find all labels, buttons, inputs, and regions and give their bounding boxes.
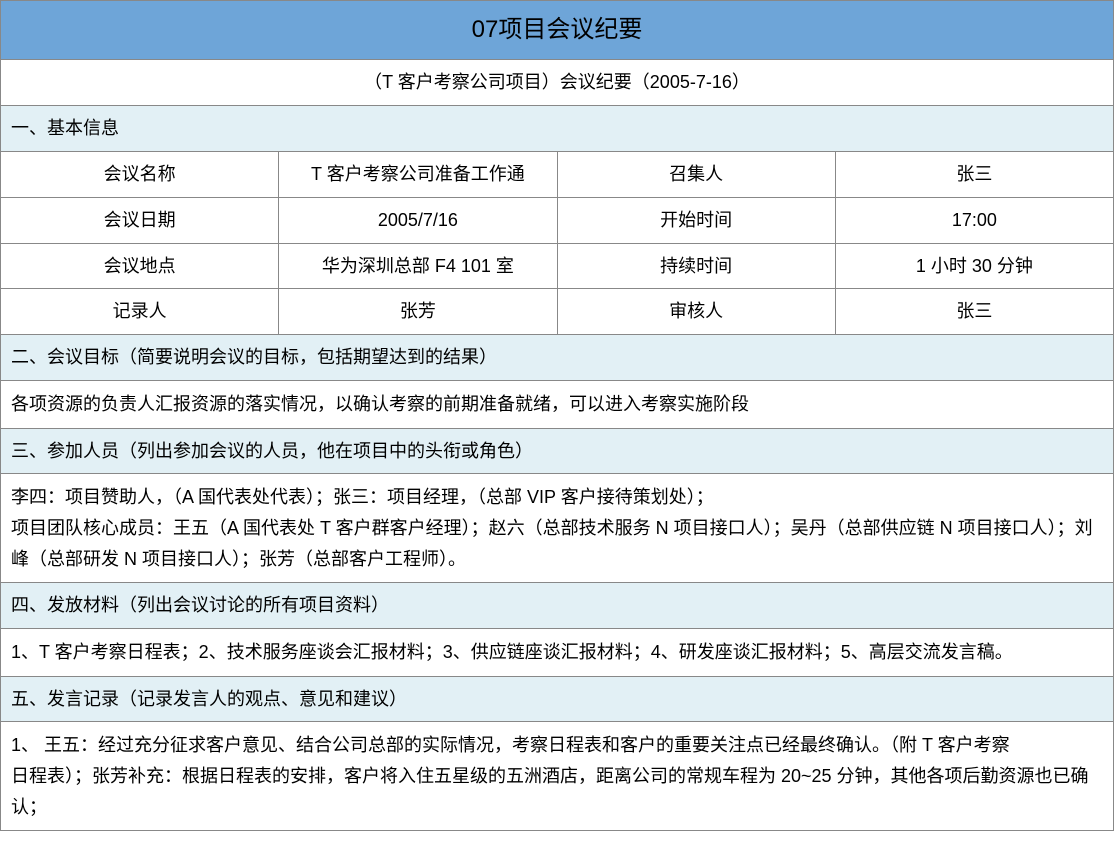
info-label: 召集人 xyxy=(557,151,835,197)
info-value: T 客户考察公司准备工作通 xyxy=(279,151,557,197)
section2-content: 各项资源的负责人汇报资源的落实情况，以确认考察的前期准备就绪，可以进入考察实施阶… xyxy=(1,380,1114,428)
section5-header: 五、发言记录（记录发言人的观点、意见和建议） xyxy=(1,676,1114,722)
title-row: 07项目会议纪要 xyxy=(1,1,1114,60)
section5-content: 1、 王五：经过充分征求客户意见、结合公司总部的实际情况，考察日程表和客户的重要… xyxy=(1,722,1114,831)
section4-content-row: 1、T 客户考察日程表；2、技术服务座谈会汇报材料；3、供应链座谈汇报材料；4、… xyxy=(1,628,1114,676)
info-value: 2005/7/16 xyxy=(279,197,557,243)
section3-header-row: 三、参加人员（列出参加会议的人员，他在项目中的头衔或角色） xyxy=(1,428,1114,474)
info-row-1: 会议日期 2005/7/16 开始时间 17:00 xyxy=(1,197,1114,243)
info-label: 审核人 xyxy=(557,289,835,335)
document-subtitle: （T 客户考察公司项目）会议纪要（2005-7-16） xyxy=(1,60,1114,106)
info-label: 持续时间 xyxy=(557,243,835,289)
section5-header-row: 五、发言记录（记录发言人的观点、意见和建议） xyxy=(1,676,1114,722)
section2-content-row: 各项资源的负责人汇报资源的落实情况，以确认考察的前期准备就绪，可以进入考察实施阶… xyxy=(1,380,1114,428)
section1-header: 一、基本信息 xyxy=(1,106,1114,152)
info-label: 会议名称 xyxy=(1,151,279,197)
section4-header-row: 四、发放材料（列出会议讨论的所有项目资料） xyxy=(1,583,1114,629)
info-row-0: 会议名称 T 客户考察公司准备工作通 召集人 张三 xyxy=(1,151,1114,197)
section3-content: 李四：项目赞助人，（A 国代表处代表）；张三：项目经理，（总部 VIP 客户接待… xyxy=(1,474,1114,583)
section2-header-row: 二、会议目标（简要说明会议的目标，包括期望达到的结果） xyxy=(1,335,1114,381)
section4-content: 1、T 客户考察日程表；2、技术服务座谈会汇报材料；3、供应链座谈汇报材料；4、… xyxy=(1,628,1114,676)
info-label: 会议日期 xyxy=(1,197,279,243)
info-value: 17:00 xyxy=(835,197,1113,243)
info-label: 记录人 xyxy=(1,289,279,335)
section5-content-row: 1、 王五：经过充分征求客户意见、结合公司总部的实际情况，考察日程表和客户的重要… xyxy=(1,722,1114,831)
section1-header-row: 一、基本信息 xyxy=(1,106,1114,152)
info-label: 会议地点 xyxy=(1,243,279,289)
info-value: 张芳 xyxy=(279,289,557,335)
meeting-minutes-table: 07项目会议纪要 （T 客户考察公司项目）会议纪要（2005-7-16） 一、基… xyxy=(0,0,1114,831)
subtitle-row: （T 客户考察公司项目）会议纪要（2005-7-16） xyxy=(1,60,1114,106)
info-value: 张三 xyxy=(835,289,1113,335)
info-row-3: 记录人 张芳 审核人 张三 xyxy=(1,289,1114,335)
section3-header: 三、参加人员（列出参加会议的人员，他在项目中的头衔或角色） xyxy=(1,428,1114,474)
info-value: 张三 xyxy=(835,151,1113,197)
document-title: 07项目会议纪要 xyxy=(1,1,1114,60)
info-row-2: 会议地点 华为深圳总部 F4 101 室 持续时间 1 小时 30 分钟 xyxy=(1,243,1114,289)
section2-header: 二、会议目标（简要说明会议的目标，包括期望达到的结果） xyxy=(1,335,1114,381)
info-value: 1 小时 30 分钟 xyxy=(835,243,1113,289)
section3-content-row: 李四：项目赞助人，（A 国代表处代表）；张三：项目经理，（总部 VIP 客户接待… xyxy=(1,474,1114,583)
info-value: 华为深圳总部 F4 101 室 xyxy=(279,243,557,289)
section4-header: 四、发放材料（列出会议讨论的所有项目资料） xyxy=(1,583,1114,629)
info-label: 开始时间 xyxy=(557,197,835,243)
